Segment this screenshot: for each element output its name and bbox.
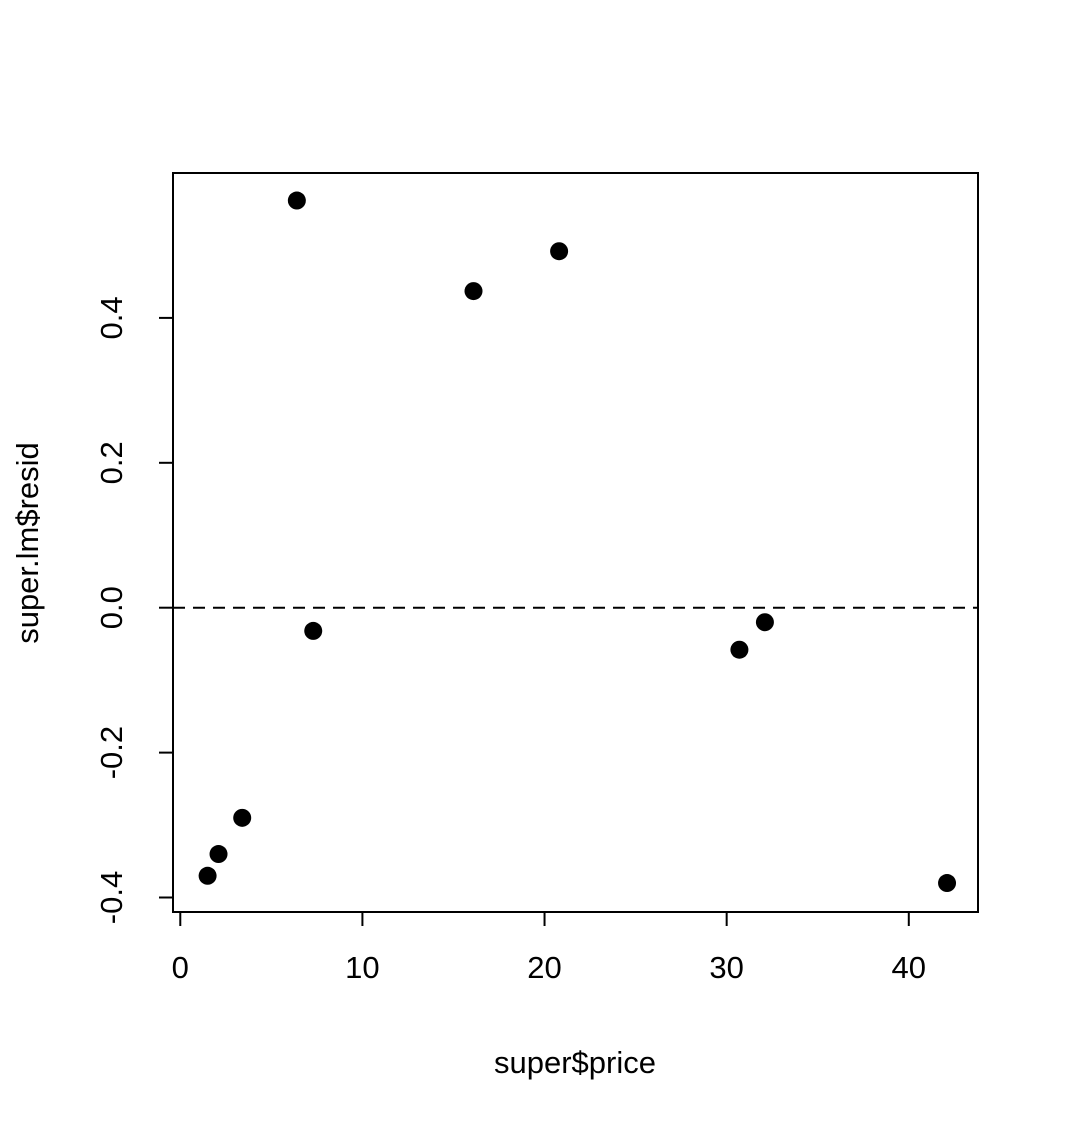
data-point <box>198 866 217 885</box>
data-point <box>233 808 252 827</box>
x-tick-label: 30 <box>709 950 743 985</box>
data-point <box>304 621 323 640</box>
plot-frame <box>172 172 979 913</box>
x-tick-label: 40 <box>892 950 926 985</box>
y-tick-label: 0.4 <box>94 296 129 339</box>
data-point <box>938 874 957 893</box>
y-tick-label: -0.4 <box>94 871 129 924</box>
x-tick-label: 20 <box>527 950 561 985</box>
y-axis-title: super.lm$resid <box>10 442 45 644</box>
x-tick-label: 0 <box>172 950 189 985</box>
y-tick-label: 0.0 <box>94 586 129 629</box>
data-point <box>209 845 228 864</box>
data-point <box>730 640 749 659</box>
data-points <box>198 191 957 893</box>
y-tick-label: -0.2 <box>94 726 129 779</box>
x-axis: 0 10 20 30 40 <box>172 911 926 985</box>
x-tick-label: 10 <box>345 950 379 985</box>
data-point <box>464 282 483 301</box>
y-tick-label: 0.2 <box>94 441 129 484</box>
y-axis: -0.4 -0.2 0.0 0.2 0.4 <box>94 296 174 924</box>
x-axis-title: super$price <box>494 1045 656 1080</box>
data-point <box>287 191 306 210</box>
data-point <box>755 613 774 632</box>
data-point <box>550 242 569 261</box>
